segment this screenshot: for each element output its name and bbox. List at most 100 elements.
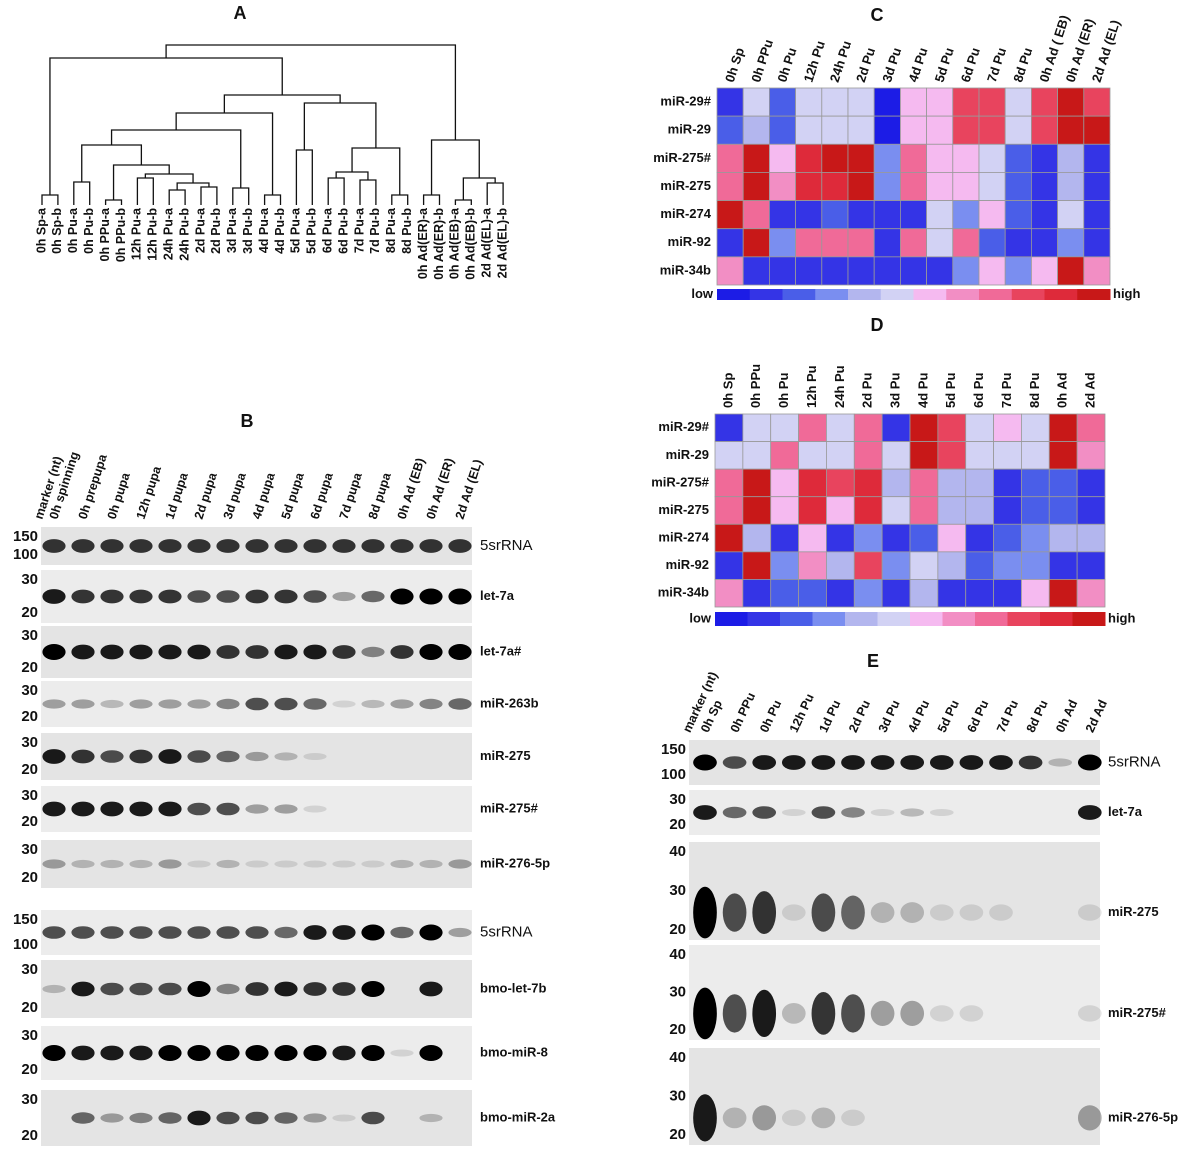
- heatmap-cell: [1057, 115, 1085, 145]
- heatmap-cell: [716, 172, 744, 201]
- dendrogram-branch: [486, 182, 504, 205]
- blot-band: [1048, 758, 1073, 767]
- blot-band: [71, 589, 95, 604]
- scale-swatch: [1077, 289, 1111, 300]
- heatmap-cell: [909, 441, 939, 470]
- blot-band: [303, 805, 327, 813]
- blot-band: [187, 926, 211, 939]
- blot-band: [100, 926, 124, 939]
- blot-label: miR-263b: [480, 695, 539, 710]
- marker-label: 100: [13, 546, 38, 563]
- lane-label: 7d pupa: [337, 470, 365, 521]
- blot-band: [303, 698, 327, 710]
- blot-band: [129, 859, 153, 869]
- blot-band: [245, 751, 269, 762]
- heatmap-cell: [1021, 441, 1050, 470]
- heatmap-cell: [742, 551, 772, 580]
- row-label: miR-92: [668, 234, 711, 249]
- heatmap-cell: [826, 496, 855, 525]
- heatmap-cell: [952, 115, 980, 145]
- blot-band: [1077, 805, 1102, 820]
- blot-band: [781, 755, 806, 770]
- blot-band: [274, 539, 298, 553]
- blot-band: [811, 755, 836, 770]
- heatmap-cell: [1031, 256, 1059, 286]
- dendrogram-branch: [110, 129, 242, 188]
- marker-label: 20: [669, 921, 686, 938]
- heatmap-cell: [798, 413, 827, 442]
- heatmap-cell: [1076, 523, 1106, 553]
- blot-band: [245, 1111, 269, 1125]
- heatmap-cell: [795, 143, 823, 173]
- blot-band: [216, 750, 240, 763]
- heatmap-cell: [926, 87, 954, 117]
- scale-swatch: [975, 612, 1008, 626]
- leaf-label: 8d Pu-b: [400, 208, 414, 254]
- heatmap-cell: [716, 256, 744, 286]
- blot-band: [332, 539, 356, 553]
- panel-label: E: [867, 651, 879, 671]
- leaf-label: 5d Pu-b: [305, 208, 319, 254]
- heatmap-cell: [1031, 143, 1059, 173]
- blot-band: [332, 982, 356, 996]
- blot-band: [448, 927, 472, 938]
- blot-band: [959, 1005, 984, 1022]
- blot-band: [811, 806, 836, 819]
- row-label: miR-29#: [658, 419, 709, 434]
- blot-band: [274, 752, 298, 761]
- heatmap-cell: [873, 172, 901, 201]
- heatmap-cell: [965, 468, 994, 498]
- heatmap-cell: [826, 523, 855, 553]
- heatmap-cell: [770, 523, 799, 553]
- heatmap-cell: [1048, 496, 1078, 525]
- blot-band: [187, 1110, 211, 1126]
- scale-swatch: [782, 289, 816, 300]
- scale-swatch: [1011, 289, 1045, 300]
- heatmap-cell: [1004, 256, 1032, 286]
- heatmap-cell: [770, 551, 799, 580]
- heatmap-cell: [795, 115, 823, 145]
- heatmap-cell: [993, 496, 1022, 525]
- column-label: 0h Pu: [774, 46, 799, 84]
- blot-band: [419, 644, 443, 660]
- blot-band: [42, 1045, 66, 1061]
- scale-swatch: [1072, 612, 1106, 626]
- blot-band: [722, 994, 747, 1033]
- blot-band: [900, 755, 925, 770]
- marker-label: 30: [21, 571, 38, 588]
- blot-band: [100, 801, 124, 817]
- blot-band: [841, 1109, 865, 1127]
- leaf-label: 2d Pu-a: [193, 207, 207, 253]
- heatmap-cell: [826, 468, 855, 498]
- blot-band: [187, 590, 211, 603]
- heatmap-cell: [993, 413, 1022, 442]
- column-label: 7d Pu: [984, 46, 1009, 84]
- heatmap-cell: [770, 413, 799, 442]
- dendrogram-branch: [430, 139, 480, 195]
- heatmap-cell: [742, 413, 772, 442]
- heatmap-cell: [714, 523, 744, 553]
- scale-swatch: [942, 612, 976, 626]
- heatmap-cell: [770, 496, 799, 525]
- heatmap-cell: [847, 228, 875, 258]
- blot-band: [781, 904, 806, 921]
- leaf-label: 0h PPu-b: [114, 208, 128, 263]
- row-label: miR-275: [658, 502, 709, 517]
- blot-band: [71, 644, 95, 660]
- scale-low: low: [691, 286, 714, 301]
- scale-swatch: [1040, 612, 1073, 626]
- blot-label: 5srRNA: [1108, 753, 1161, 770]
- blot-band: [71, 801, 95, 817]
- heatmap-cell: [900, 172, 928, 201]
- scale-swatch: [749, 289, 783, 300]
- heatmap-cell: [993, 579, 1022, 608]
- blot-band: [274, 981, 298, 997]
- column-label: 24h Pu: [832, 365, 847, 408]
- blot-band: [245, 697, 269, 711]
- heatmap-cell: [1057, 200, 1085, 230]
- column-label: 24h Pu: [827, 39, 854, 84]
- blot-label: let-7a: [1108, 804, 1143, 819]
- row-label: miR-29#: [660, 94, 711, 109]
- blot-band: [900, 1000, 925, 1026]
- heatmap-cell: [1021, 523, 1050, 553]
